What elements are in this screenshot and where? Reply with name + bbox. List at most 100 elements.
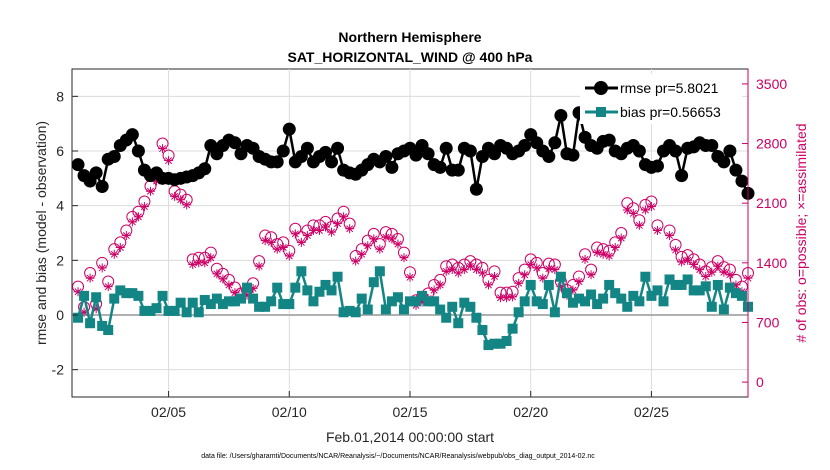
bias-point xyxy=(598,293,609,304)
obs-assimilated-point xyxy=(103,282,113,292)
bias-point xyxy=(429,296,440,307)
rmse-point xyxy=(566,148,580,162)
asterisk-stroke xyxy=(696,266,704,274)
obs-assimilated-point xyxy=(502,293,512,303)
asterisk-stroke xyxy=(122,232,130,240)
bias-point xyxy=(531,296,542,307)
asterisk-stroke xyxy=(352,257,360,265)
obs-assimilated-point xyxy=(393,239,403,249)
bias-point xyxy=(574,293,584,304)
bias-point xyxy=(248,293,259,304)
rmse-point xyxy=(71,158,85,172)
obs-assimilated-point xyxy=(665,231,675,241)
asterisk-stroke xyxy=(382,233,390,241)
rmse-point xyxy=(542,149,556,163)
bias-point xyxy=(646,290,657,301)
obs-assimilated-point xyxy=(634,220,644,230)
obs-assimilated-point xyxy=(176,195,186,205)
asterisk-stroke xyxy=(134,213,142,221)
rmse-point xyxy=(421,147,435,161)
obs-assimilated-point xyxy=(339,212,349,222)
rmse-series xyxy=(71,106,755,200)
rmse-point xyxy=(717,155,731,169)
asterisk-stroke xyxy=(635,221,643,229)
asterisk-stroke xyxy=(666,232,674,240)
asterisk-stroke xyxy=(219,275,227,283)
asterisk-stroke xyxy=(599,250,607,258)
asterisk-stroke xyxy=(358,250,366,258)
obs-assimilated-point xyxy=(586,270,596,280)
rmse-point xyxy=(602,133,616,147)
obs-assimilated-point xyxy=(580,254,590,264)
bias-point xyxy=(664,274,675,285)
legend-rmse-label: rmse pr=5.8021 xyxy=(620,80,719,96)
bias-point xyxy=(296,266,307,277)
obs-assimilated-point xyxy=(610,242,620,252)
asterisk-stroke xyxy=(521,271,529,279)
asterisk-stroke xyxy=(653,226,661,234)
bias-point xyxy=(465,301,476,312)
bias-point xyxy=(260,301,271,312)
asterisk-stroke xyxy=(629,209,637,217)
rmse-point xyxy=(554,108,568,122)
asterisk-stroke xyxy=(309,226,317,234)
obs-assimilated-point xyxy=(121,231,131,241)
x-tick-label: 02/15 xyxy=(392,404,427,420)
y-tick-label: 6 xyxy=(56,143,64,159)
obs-assimilated-point xyxy=(254,261,264,271)
rmse-point xyxy=(319,145,332,159)
x-tick-label: 02/20 xyxy=(513,404,548,420)
bias-point xyxy=(193,307,204,318)
bias-point xyxy=(109,293,120,304)
y-axis-left: -2 0 2 4 6 8 xyxy=(52,88,78,378)
asterisk-stroke xyxy=(376,245,384,253)
obs-assimilated-point xyxy=(200,258,210,268)
bias-point xyxy=(350,307,361,318)
obs-assimilated-point xyxy=(345,224,355,234)
y-axis-right-label: # of obs: o=possible; ×=assimilated xyxy=(793,123,809,342)
y-tick-label: 2 xyxy=(56,252,64,268)
bias-point xyxy=(561,288,572,299)
asterisk-stroke xyxy=(702,272,710,280)
asterisk-stroke xyxy=(714,262,722,270)
bias-point xyxy=(145,305,156,316)
asterisk-stroke xyxy=(255,262,263,270)
asterisk-stroke xyxy=(201,259,209,267)
asterisk-stroke xyxy=(497,294,505,302)
bias-point xyxy=(133,290,144,301)
bias-point xyxy=(272,282,283,293)
obs-assimilated-point xyxy=(85,273,95,283)
obs-assimilated-point xyxy=(628,208,638,218)
asterisk-stroke xyxy=(225,281,233,289)
obs-assimilated-point xyxy=(296,237,306,247)
asterisk-stroke xyxy=(490,272,499,280)
obs-assimilated-point xyxy=(164,156,174,166)
bias-point xyxy=(700,281,711,292)
bias-point xyxy=(712,279,723,290)
bias-point xyxy=(121,288,132,299)
asterisk-stroke xyxy=(551,266,559,274)
legend-bias-marker xyxy=(596,107,606,117)
bias-point xyxy=(362,304,373,315)
asterisk-stroke xyxy=(315,226,323,234)
obs-assimilated-point xyxy=(405,272,415,282)
bias-point xyxy=(453,318,464,329)
bias-point xyxy=(489,338,500,349)
obs-assimilated-point xyxy=(314,225,324,235)
rmse-point xyxy=(675,169,689,183)
rmse-point xyxy=(331,141,345,155)
asterisk-stroke xyxy=(605,252,613,260)
bias-point xyxy=(386,296,397,307)
asterisk-stroke xyxy=(159,145,167,153)
obs-assimilated-point xyxy=(453,268,463,278)
bias-point xyxy=(670,279,681,290)
obs-assimilated-point xyxy=(351,256,361,266)
obs-assimilated-point xyxy=(224,280,234,290)
asterisk-stroke xyxy=(527,261,535,269)
bias-point xyxy=(187,297,198,308)
asterisk-stroke xyxy=(86,274,94,282)
rmse-point xyxy=(125,128,139,142)
y-right-tick-label: 1400 xyxy=(756,255,787,271)
bias-point xyxy=(567,297,578,308)
bias-series xyxy=(73,266,753,351)
